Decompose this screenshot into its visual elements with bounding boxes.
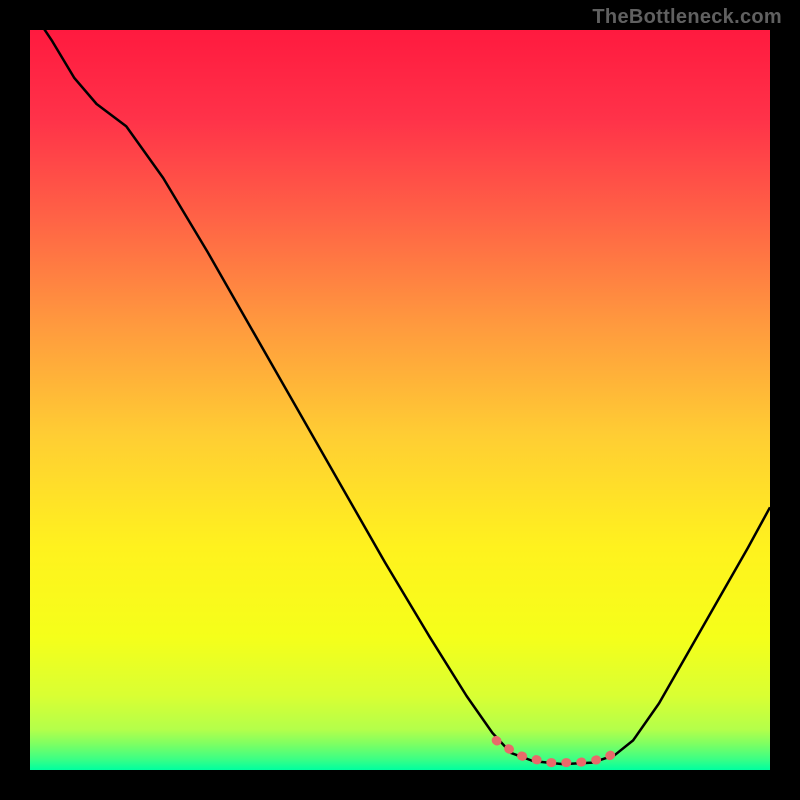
chart-curve-layer [30, 30, 770, 770]
watermark-text: TheBottleneck.com [592, 6, 782, 29]
chart-plot-area [30, 30, 770, 770]
bottleneck-curve [30, 30, 770, 764]
